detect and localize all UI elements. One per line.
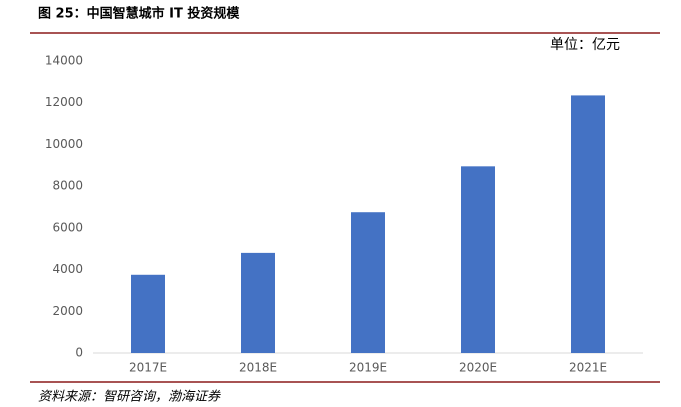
y-tick-label: 2000 — [52, 304, 83, 318]
y-tick-label: 6000 — [52, 220, 83, 234]
bar — [461, 166, 495, 353]
x-tick-label: 2018E — [239, 361, 277, 375]
y-tick-label: 14000 — [45, 54, 83, 68]
y-tick-label: 0 — [75, 346, 83, 360]
y-tick-label: 10000 — [45, 137, 83, 151]
chart-title: 图 25：中国智慧城市 IT 投资规模 — [38, 6, 240, 22]
bar — [241, 252, 275, 353]
source-note: 资料来源：智研咨询，渤海证券 — [38, 390, 221, 405]
x-tick-label: 2020E — [459, 361, 497, 375]
bar — [571, 95, 605, 354]
x-tick-label: 2019E — [349, 361, 387, 375]
unit-label: 单位：亿元 — [550, 37, 620, 53]
y-tick-label: 4000 — [52, 262, 83, 276]
x-tick-label: 2017E — [129, 361, 167, 375]
bar — [131, 274, 165, 353]
y-tick-label: 8000 — [52, 179, 83, 193]
bar — [351, 212, 385, 353]
x-tick-label: 2021E — [569, 361, 607, 375]
y-tick-label: 12000 — [45, 95, 83, 109]
